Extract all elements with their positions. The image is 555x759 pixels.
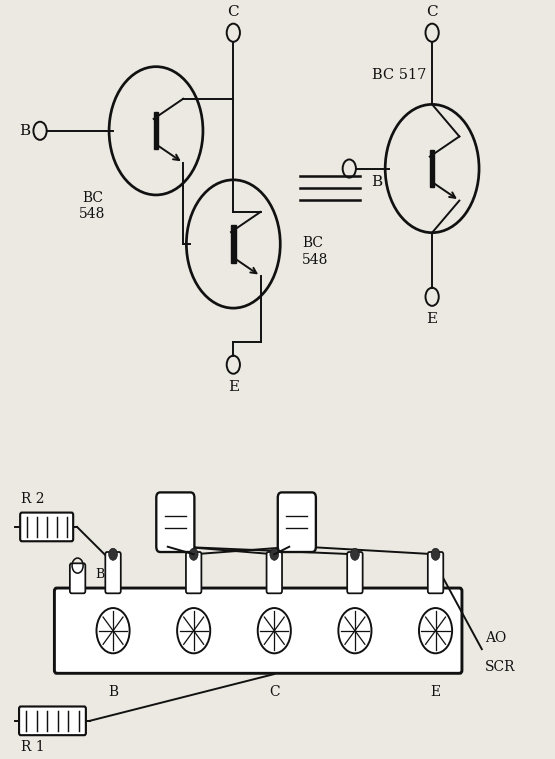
Bar: [154, 112, 158, 150]
FancyBboxPatch shape: [186, 552, 201, 594]
Text: B: B: [19, 124, 30, 138]
Text: BC
548: BC 548: [79, 191, 105, 222]
Text: R 2: R 2: [21, 492, 44, 505]
FancyBboxPatch shape: [20, 512, 73, 541]
Circle shape: [258, 608, 291, 653]
Text: C: C: [228, 5, 239, 19]
Bar: [231, 225, 236, 263]
Text: C: C: [269, 685, 280, 699]
Text: E: E: [427, 312, 438, 326]
Text: AO: AO: [485, 631, 506, 645]
FancyBboxPatch shape: [347, 552, 362, 594]
Circle shape: [97, 608, 130, 653]
Text: B: B: [108, 685, 118, 699]
Circle shape: [189, 548, 198, 560]
FancyBboxPatch shape: [266, 552, 282, 594]
FancyBboxPatch shape: [70, 563, 85, 594]
Circle shape: [177, 608, 210, 653]
FancyBboxPatch shape: [105, 552, 121, 594]
Text: E: E: [431, 685, 441, 699]
FancyBboxPatch shape: [428, 552, 443, 594]
Circle shape: [431, 548, 440, 560]
FancyBboxPatch shape: [157, 493, 194, 552]
Text: B: B: [371, 175, 382, 189]
Bar: [430, 150, 435, 187]
FancyBboxPatch shape: [54, 588, 462, 673]
FancyBboxPatch shape: [19, 707, 86, 735]
Text: BC 517: BC 517: [372, 68, 426, 82]
Text: R 1: R 1: [21, 740, 44, 754]
Text: B: B: [95, 568, 105, 581]
Text: E: E: [228, 380, 239, 394]
Circle shape: [419, 608, 452, 653]
Circle shape: [351, 548, 359, 560]
Circle shape: [339, 608, 371, 653]
Circle shape: [270, 548, 279, 560]
Text: C: C: [426, 5, 438, 19]
FancyBboxPatch shape: [278, 493, 316, 552]
Text: SCR: SCR: [485, 660, 515, 673]
Circle shape: [109, 548, 118, 560]
Text: BC
548: BC 548: [302, 236, 329, 266]
